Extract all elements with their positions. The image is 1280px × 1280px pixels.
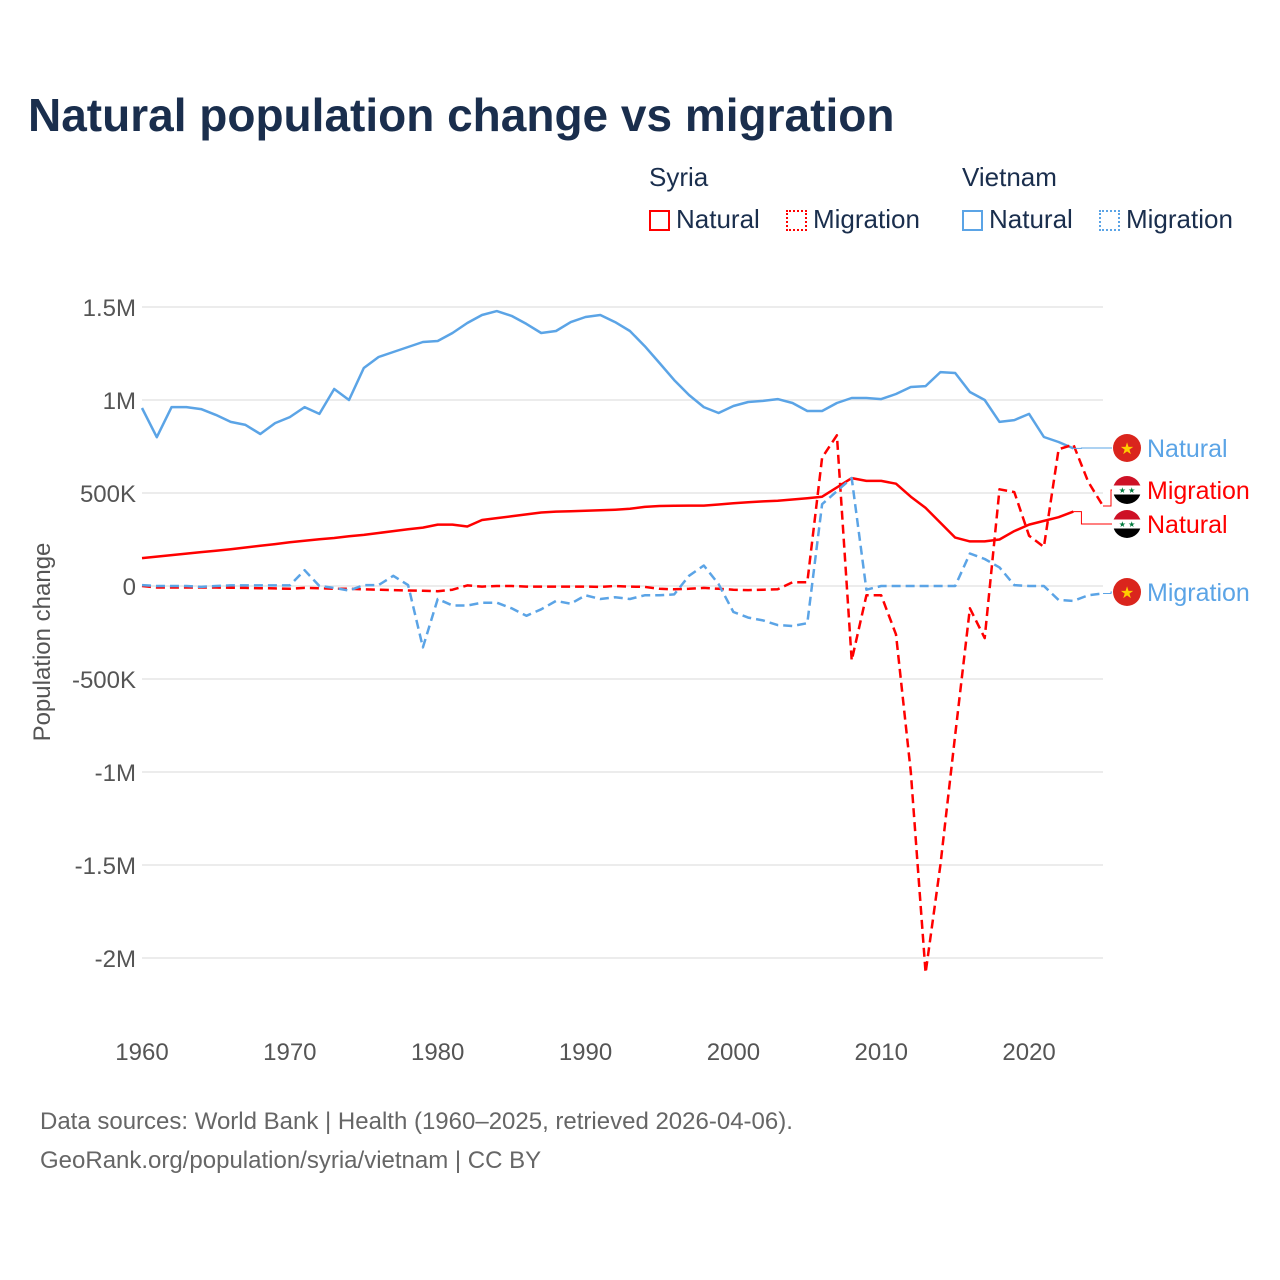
- chart-title: Natural population change vs migration: [28, 89, 895, 141]
- x-tick-label: 2020: [1002, 1039, 1055, 1066]
- legend-swatch-solid: [962, 210, 983, 231]
- svg-text:★: ★: [1120, 585, 1134, 602]
- legend-swatch-dotted: [786, 210, 807, 231]
- series-line-syria-migration[interactable]: [141, 434, 1105, 975]
- legend-label: Migration: [1126, 204, 1233, 234]
- vietnam-flag-icon: ★: [1113, 578, 1141, 606]
- legend-vietnam-migration[interactable]: Migration: [1099, 204, 1233, 235]
- y-tick-label: -500K: [72, 667, 136, 694]
- y-tick-label: -2M: [95, 946, 136, 973]
- series-line-vietnam-natural[interactable]: [140, 309, 1074, 450]
- x-tick-label: 2010: [855, 1039, 908, 1066]
- label-connector: [1103, 489, 1112, 507]
- legend-swatch-dotted: [1099, 210, 1120, 231]
- y-axis-label: Population change: [29, 543, 56, 742]
- series-line-vietnam-migration[interactable]: [141, 476, 1104, 649]
- y-tick-label: 0: [123, 574, 136, 601]
- legend-label: Natural: [989, 204, 1073, 234]
- syria-flag-icon: ★ ★: [1113, 510, 1141, 538]
- footer-link[interactable]: GeoRank.org/population/syria/vietnam | C…: [40, 1147, 542, 1174]
- series-line-syria-natural[interactable]: [141, 476, 1074, 560]
- x-tick-label: 1970: [263, 1039, 316, 1066]
- svg-text:★ ★: ★ ★: [1119, 520, 1136, 529]
- series-end-label: Migration: [1147, 579, 1250, 607]
- svg-text:★ ★: ★ ★: [1119, 486, 1136, 495]
- series-end-label: Natural: [1147, 511, 1228, 539]
- x-tick-label: 2000: [707, 1039, 760, 1066]
- legend-group-vietnam: Vietnam: [962, 162, 1057, 192]
- x-tick-label: 1960: [115, 1039, 168, 1066]
- y-tick-label: 1M: [103, 388, 136, 415]
- legend-vietnam-natural[interactable]: Natural: [962, 204, 1073, 235]
- label-connector: [1073, 511, 1112, 525]
- legend-group-syria: Syria: [649, 162, 709, 192]
- y-tick-label: 500K: [80, 481, 136, 508]
- y-tick-label: -1M: [95, 760, 136, 787]
- series-end-label: Natural: [1147, 435, 1228, 463]
- syria-flag-icon: ★ ★: [1113, 476, 1141, 504]
- x-tick-label: 1980: [411, 1039, 464, 1066]
- x-tick-label: 1990: [559, 1039, 612, 1066]
- vietnam-flag-icon: ★: [1113, 434, 1141, 462]
- label-connector: [1103, 591, 1112, 594]
- footer-sources: Data sources: World Bank | Health (1960–…: [40, 1108, 793, 1135]
- legend-swatch-solid: [649, 210, 670, 231]
- y-tick-label: -1.5M: [75, 853, 136, 880]
- svg-text:★: ★: [1120, 441, 1134, 458]
- series-end-label: Migration: [1147, 477, 1250, 505]
- y-tick-label: 1.5M: [83, 295, 136, 322]
- legend-label: Migration: [813, 204, 920, 234]
- legend-syria-migration[interactable]: Migration: [786, 204, 920, 235]
- legend-label: Natural: [676, 204, 760, 234]
- legend-syria-natural[interactable]: Natural: [649, 204, 760, 235]
